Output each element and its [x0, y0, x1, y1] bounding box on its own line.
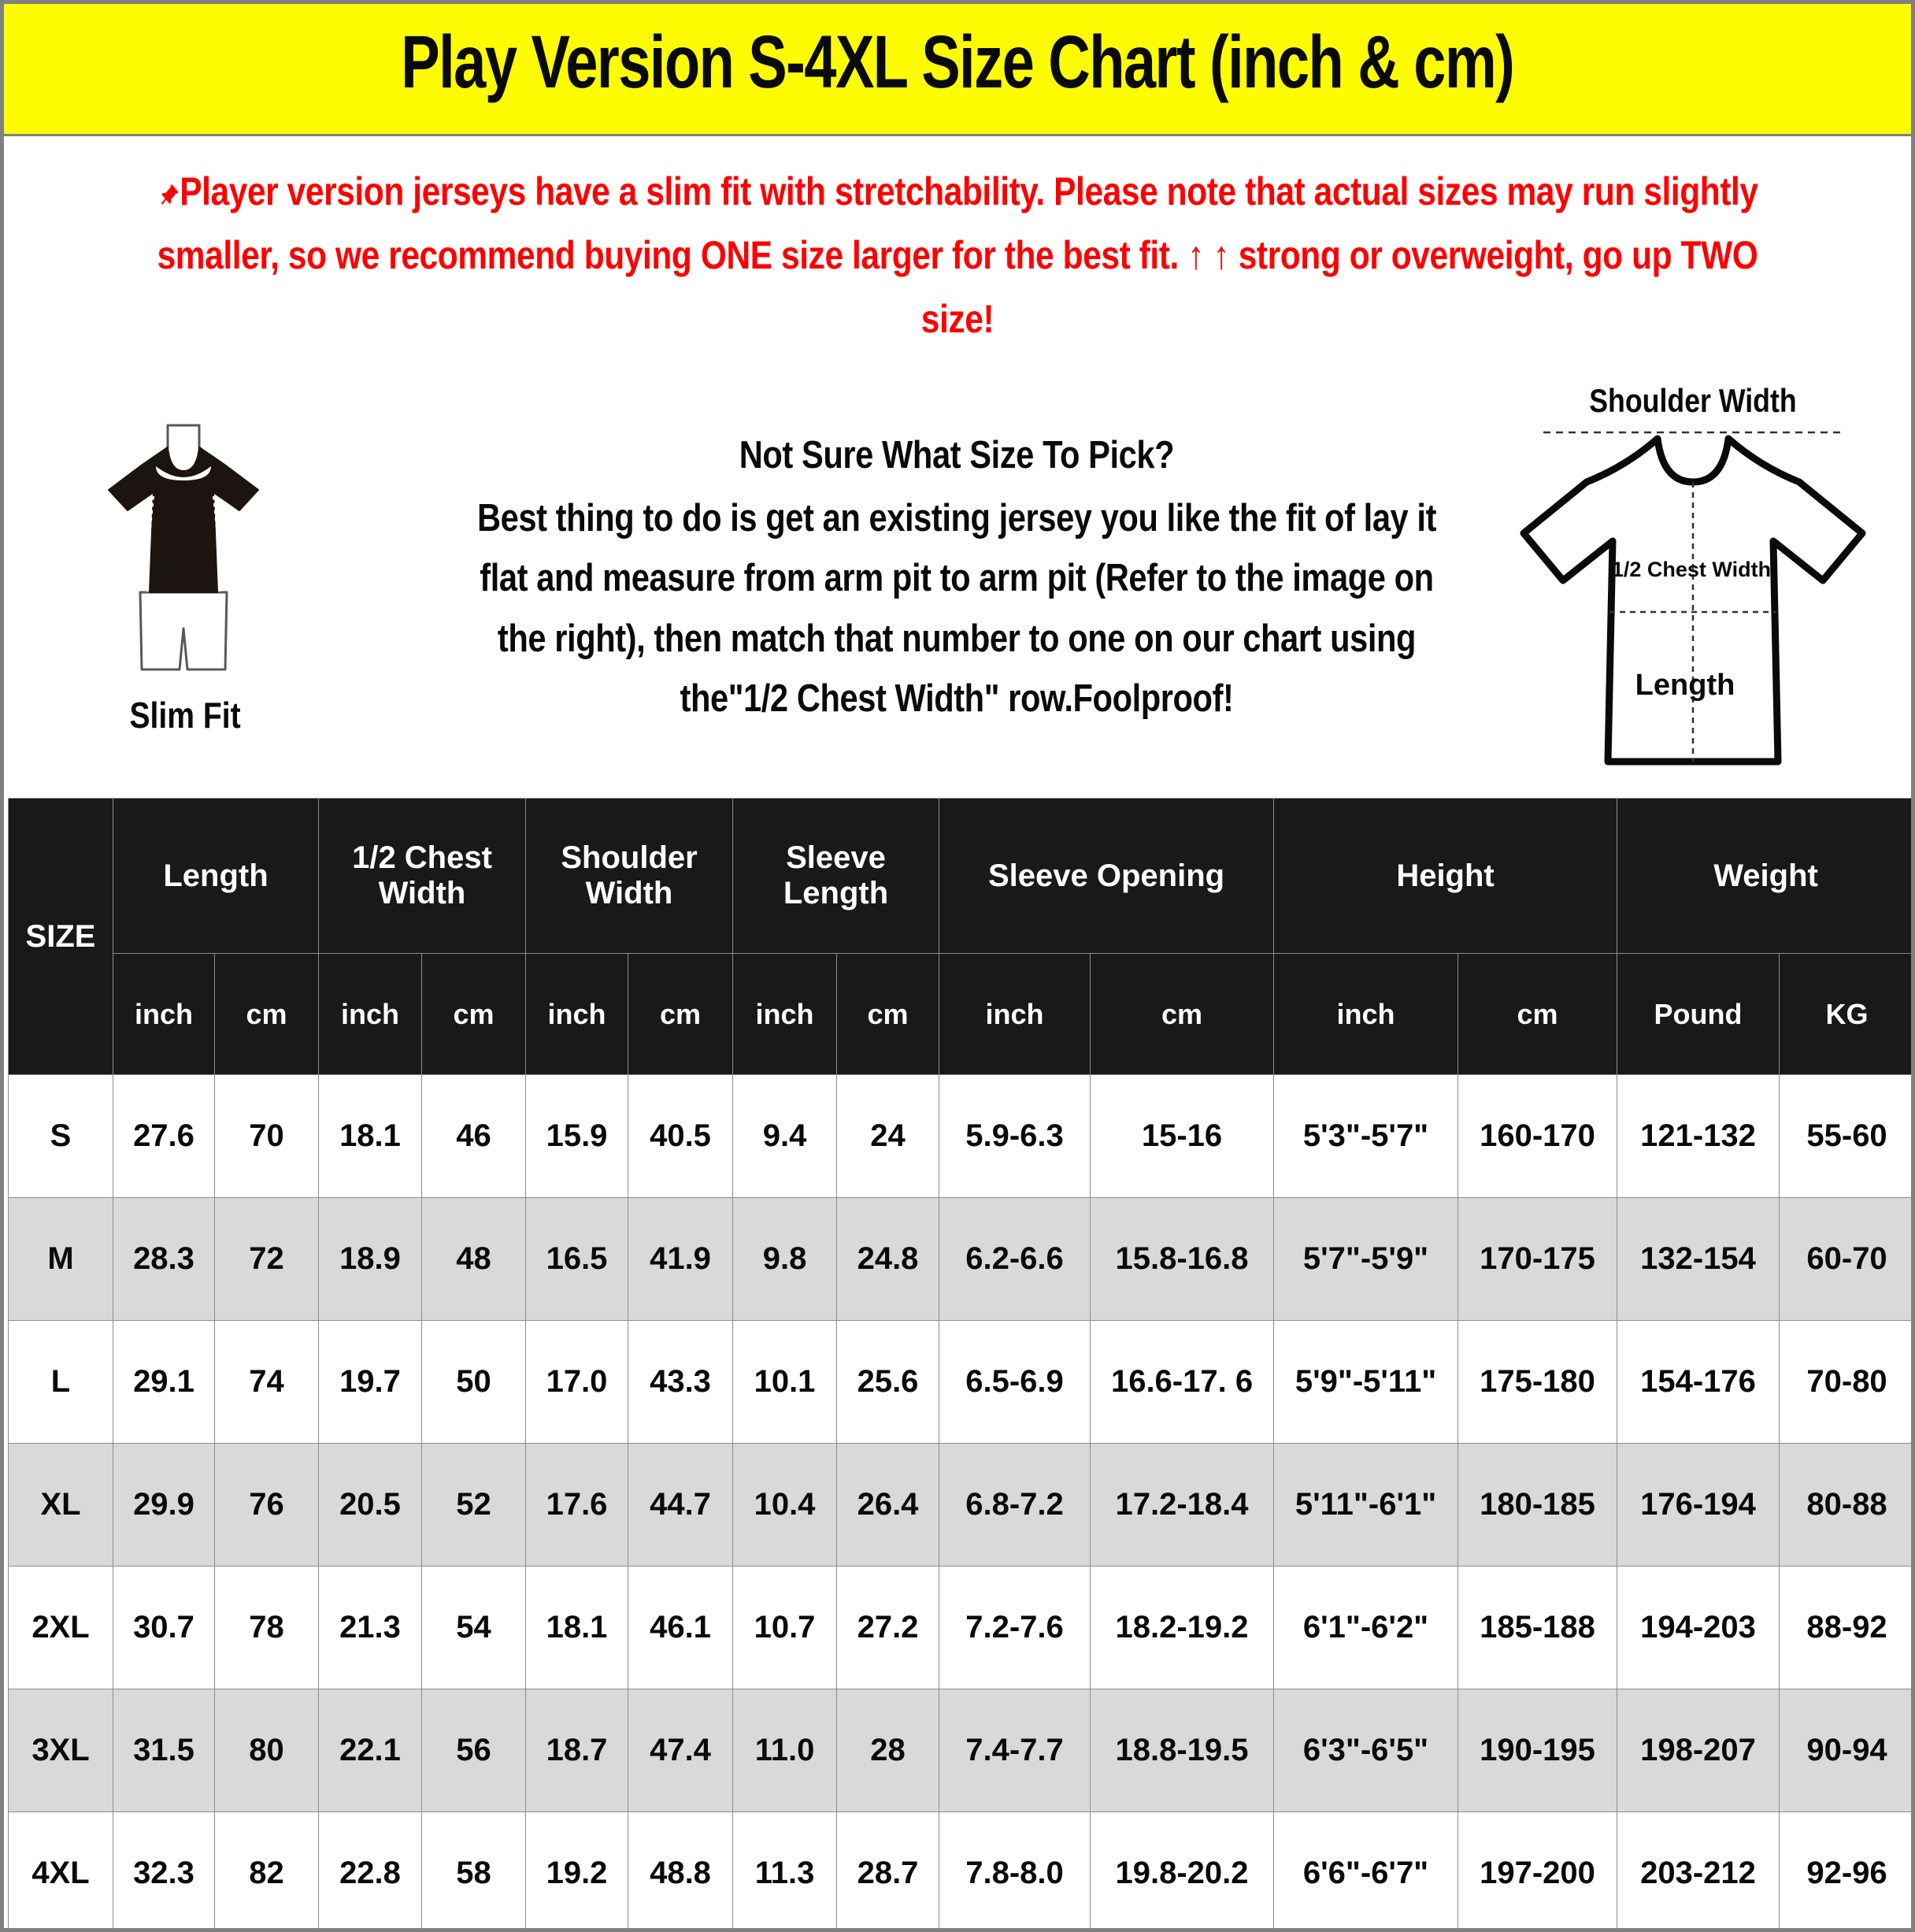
svg-text:1/2 Chest Width: 1/2 Chest Width: [1612, 558, 1771, 581]
svg-text:Length: Length: [1635, 669, 1735, 702]
